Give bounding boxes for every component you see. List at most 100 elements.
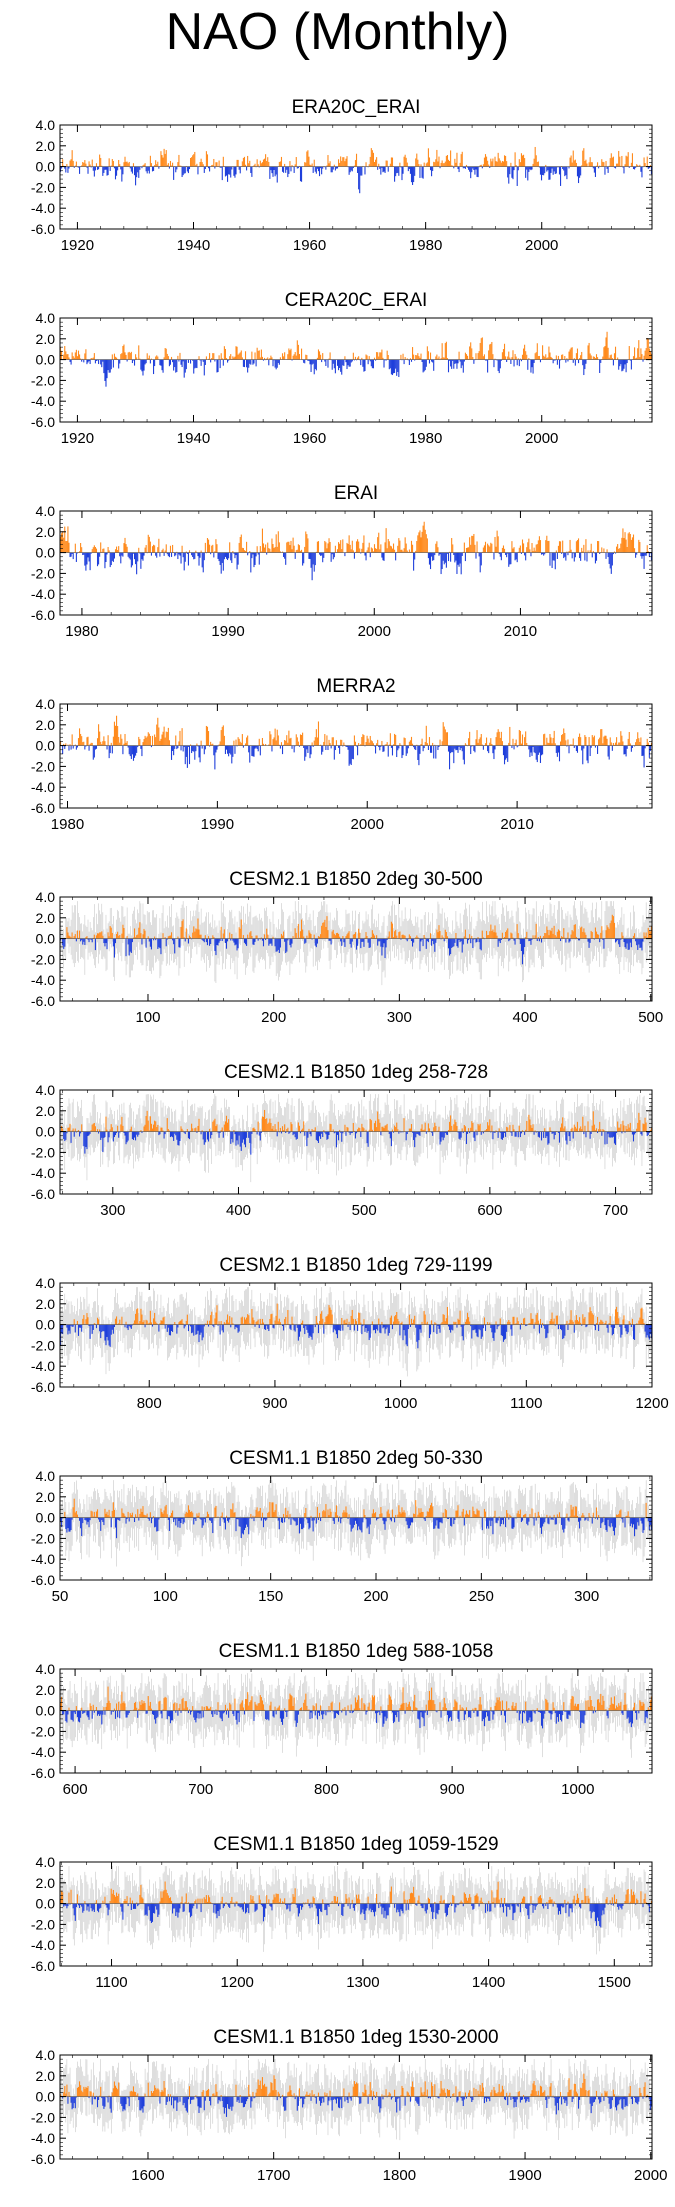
positive-bar [519,545,521,553]
positive-bar [612,156,614,167]
negative-bar [172,359,174,363]
negative-bar [357,938,359,946]
negative-bar [565,938,567,943]
positive-bar [114,549,117,553]
negative-bar [145,359,147,364]
positive-bar [331,737,333,746]
positive-bar [242,548,244,553]
negative-bar [186,745,188,768]
negative-bar [514,1131,516,1137]
negative-bar [321,552,323,556]
negative-bar [395,359,397,369]
positive-bar [389,545,391,553]
positive-bar [469,731,471,746]
positive-bar [421,1124,423,1132]
positive-bar [545,744,547,746]
positive-bar [390,157,392,167]
positive-bar [409,358,411,360]
positive-bar [277,735,279,746]
negative-bar [209,938,211,946]
negative-bar [98,1131,100,1134]
positive-bar [604,735,606,746]
negative-bar [366,1131,368,1144]
negative-bar [413,552,415,571]
negative-bar [396,745,398,758]
positive-bar [264,547,266,553]
negative-bar [250,1131,252,1155]
negative-bar [555,745,557,753]
positive-bar [150,163,152,167]
negative-bar [498,552,500,555]
positive-bar [83,741,85,746]
negative-bar [505,552,507,555]
negative-bar [501,1131,503,1140]
negative-bar [162,359,164,373]
positive-bar [222,933,224,939]
positive-bar [590,162,592,167]
y-tick-label: 4.0 [36,310,56,326]
negative-bar [322,1131,324,1138]
negative-bar [455,745,457,751]
negative-bar [98,552,100,565]
positive-bar [362,165,364,167]
positive-bar [392,744,395,746]
positive-bar [178,154,180,167]
positive-bar [494,358,496,360]
negative-bar [172,1131,174,1138]
negative-bar [255,745,257,748]
positive-bar [581,926,583,939]
positive-bar [272,936,274,939]
positive-bar [214,1118,216,1132]
negative-bar [86,1131,88,1150]
positive-bar [434,1122,436,1132]
negative-bar [543,1131,545,1138]
negative-bar [494,745,496,750]
positive-bar [155,1121,157,1132]
positive-bar [402,934,404,939]
positive-bar [121,738,123,746]
negative-bar [642,552,644,557]
x-tick-label: 1980 [65,623,98,640]
positive-bar [107,735,109,746]
negative-bar [275,166,277,175]
chart-title: CERA20C_ERAI [285,290,428,311]
positive-bar [511,933,513,939]
negative-bar [493,359,495,368]
negative-bar [187,938,189,944]
negative-bar [591,552,593,558]
negative-bar [507,745,509,762]
positive-bar [299,931,302,939]
positive-bar [224,348,226,360]
negative-bar [459,359,461,362]
negative-bar [243,1131,246,1145]
positive-bar [288,730,290,746]
positive-bar [378,532,380,553]
negative-bar [396,166,398,174]
positive-bar [451,1125,453,1132]
positive-bar [62,159,64,167]
positive-bar [638,738,640,746]
negative-bar [166,938,168,940]
negative-bar [496,359,498,361]
negative-bar [517,1131,519,1138]
positive-bar [494,925,496,939]
negative-bar [303,552,305,564]
positive-bar [91,358,93,360]
positive-bar [161,1127,163,1132]
bar-series [60,521,652,581]
negative-bar [521,938,524,965]
negative-bar [304,1131,306,1136]
negative-bar [367,938,369,943]
negative-bar [86,552,88,565]
positive-bar [455,932,457,939]
negative-bar [363,359,365,372]
negative-bar [573,745,575,748]
negative-bar [146,166,148,174]
negative-bar [624,359,626,365]
negative-bar [214,359,216,362]
positive-bar [138,547,140,553]
negative-bar [462,359,464,373]
negative-bar [558,166,561,175]
positive-bar [92,357,94,360]
